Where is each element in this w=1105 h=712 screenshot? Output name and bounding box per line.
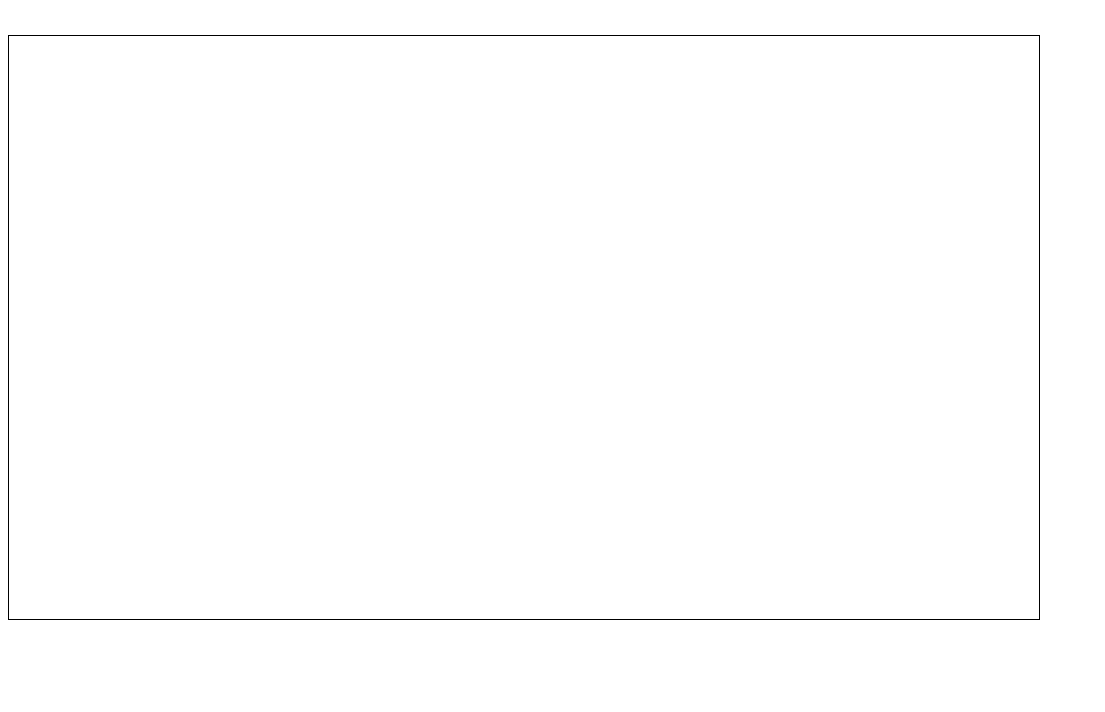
colorbar-canvas: [40, 650, 1020, 682]
map-area: [8, 35, 1040, 620]
y-axis-labels: [1046, 35, 1104, 620]
x-axis-labels: [8, 626, 1040, 646]
map-canvas: [9, 36, 1039, 619]
colorbar: [40, 650, 1020, 682]
colorbar-labels: [0, 686, 1105, 706]
